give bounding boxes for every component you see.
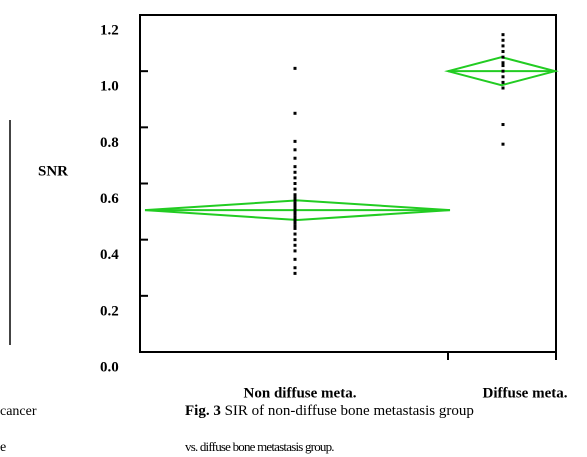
caption: vs. diffuse bone metastasis group. [185,439,334,454]
point [293,224,297,228]
point [501,33,505,37]
point [293,187,297,191]
point [293,111,297,115]
point [293,165,297,169]
point [501,44,505,48]
point [293,226,297,230]
y-tick-label: 0.6 [100,191,119,207]
point [501,64,505,68]
point [501,142,505,146]
point [293,218,297,222]
point [501,50,505,54]
x-tick-label: Non diffuse meta. [244,385,357,401]
y-tick-label: 0.2 [100,303,119,319]
point [293,212,297,216]
caption: Fig. 3 SIR of non-diffuse bone metastasi… [185,403,474,419]
point [293,182,297,185]
x-tick-label: Diffuse meta. [483,385,568,401]
point [293,193,297,197]
point [293,243,297,247]
point [501,55,505,59]
point [293,271,297,275]
point [501,61,505,65]
y-tick-label: 1.2 [100,22,119,38]
point [501,38,505,42]
y-tick-label: 0.4 [100,247,119,263]
point [293,148,297,152]
y-tick-label: 0.0 [100,359,119,375]
point [293,176,297,180]
y-tick-label: 1.0 [100,79,119,95]
point [293,210,297,214]
point [293,66,297,70]
point [293,204,297,208]
point [501,69,505,73]
point [501,123,505,127]
fragment: e [0,440,6,455]
point [293,221,297,225]
point [293,238,297,242]
point [293,215,297,219]
point [293,232,297,236]
point [293,139,297,143]
point [293,198,297,202]
fragment: cancer [0,404,37,419]
point [501,86,505,90]
y-axis-label: SNR [38,163,68,179]
point [501,75,505,79]
point [501,80,505,84]
point [293,196,297,200]
point [293,257,297,261]
point [293,249,297,253]
point [293,266,297,270]
plot-frame [139,14,557,353]
y-tick-label: 0.8 [100,135,119,151]
point [293,201,297,205]
point [293,207,297,211]
caption-text: SIR of non-diffuse bone metastasis group [225,403,474,419]
point [293,170,297,174]
caption-label: Fig. 3 [185,403,221,419]
point [293,156,297,160]
